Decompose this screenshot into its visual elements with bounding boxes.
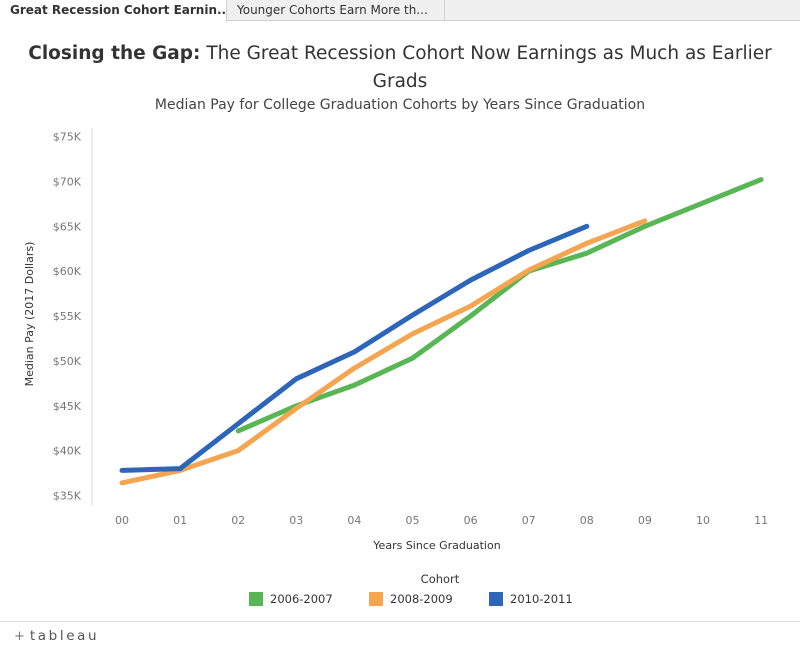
y-tick-label: $55K <box>53 310 82 323</box>
legend-label: 2006-2007 <box>270 592 333 606</box>
x-axis-label: Years Since Graduation <box>372 539 500 552</box>
tab-younger-cohorts[interactable]: Younger Cohorts Earn More th... <box>227 0 445 21</box>
series-line-2010-2011[interactable] <box>119 223 590 473</box>
legend-item-2006-2007[interactable]: 2006-2007 <box>249 591 333 607</box>
y-tick-label: $50K <box>53 355 82 368</box>
footer-divider <box>0 621 800 622</box>
x-tick-label: 00 <box>115 514 129 527</box>
tab-great-recession-cohort[interactable]: Great Recession Cohort Earnin... <box>0 0 227 22</box>
y-tick-label: $60K <box>53 265 82 278</box>
legend-swatch <box>249 592 263 606</box>
y-tick-label: $75K <box>53 131 82 144</box>
x-tick-label: 01 <box>173 514 187 527</box>
x-tick-label: 03 <box>289 514 303 527</box>
x-tick-label: 11 <box>754 514 768 527</box>
tab-bar: Great Recession Cohort Earnin... Younger… <box>0 0 800 22</box>
chart-title-bold: Closing the Gap: <box>28 43 201 64</box>
legend-swatch <box>369 592 383 606</box>
legend-label: 2010-2011 <box>510 592 573 606</box>
x-axis-ticks: 00 01 02 03 04 05 06 07 08 09 10 11 <box>115 514 768 527</box>
x-tick-label: 09 <box>638 514 652 527</box>
legend-item-2010-2011[interactable]: 2010-2011 <box>489 591 573 607</box>
x-tick-label: 05 <box>406 514 420 527</box>
legend-item-2008-2009[interactable]: 2008-2009 <box>369 591 453 607</box>
x-tick-label: 07 <box>522 514 536 527</box>
series-line-2008-2009[interactable] <box>119 218 648 486</box>
y-axis-label: Median Pay (2017 Dollars) <box>23 242 36 387</box>
legend-swatch <box>489 592 503 606</box>
y-tick-label: $70K <box>53 175 82 188</box>
y-tick-label: $65K <box>53 220 82 233</box>
chart-subtitle: Median Pay for College Graduation Cohort… <box>154 97 646 113</box>
x-tick-label: 10 <box>696 514 710 527</box>
x-tick-label: 08 <box>580 514 594 527</box>
x-tick-label: 02 <box>231 514 245 527</box>
series-lines <box>119 177 764 486</box>
legend-title: Cohort <box>420 572 460 586</box>
legend-label: 2008-2009 <box>390 592 453 606</box>
x-tick-label: 04 <box>347 514 361 527</box>
line-chart: $35K$40K$45K$50K$55K$60K$65K$70K$75K 00 0… <box>23 128 768 552</box>
y-tick-label: $45K <box>53 400 82 413</box>
y-tick-label: $35K <box>53 490 82 503</box>
x-tick-label: 06 <box>464 514 478 527</box>
chart-title: Closing the Gap: The Great Recession Coh… <box>0 40 800 96</box>
tableau-logo-icon: + <box>14 628 25 644</box>
y-tick-label: $40K <box>53 445 82 458</box>
chart-title-line1: The Great Recession Cohort Now Earnings … <box>206 43 772 64</box>
y-axis-ticks: $35K $40K $45K $50K $55K $60K $65K $70K $75K <box>53 131 82 503</box>
chart-title-line2: Grads <box>372 71 428 92</box>
series-line-2006-2007[interactable] <box>235 177 764 434</box>
tableau-logo[interactable]: + tableau <box>14 627 99 645</box>
tableau-logo-text: tableau <box>29 628 100 644</box>
